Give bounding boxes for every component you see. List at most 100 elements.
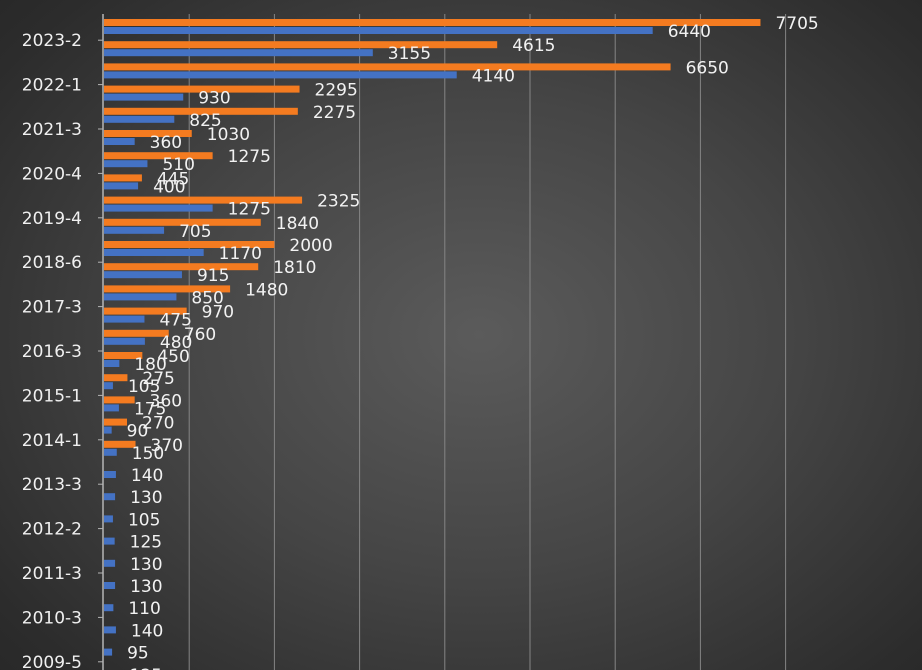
bar-orange	[104, 263, 259, 271]
bar-blue	[104, 426, 112, 434]
bar-blue	[104, 226, 165, 234]
data-label-orange: 7705	[775, 14, 818, 34]
data-label-blue: 400	[153, 177, 185, 197]
category-label: 2021-3	[22, 120, 82, 140]
bar-blue	[104, 271, 182, 279]
bar-blue	[104, 337, 145, 345]
data-label-blue: 90	[127, 422, 149, 442]
bar-blue	[104, 648, 113, 656]
data-label-blue: 150	[132, 444, 164, 464]
bar-orange	[104, 218, 261, 226]
bar-blue	[104, 559, 116, 567]
data-label-orange: 275	[142, 369, 174, 389]
bar-blue	[104, 160, 148, 168]
bar-blue	[104, 382, 113, 390]
data-label-blue: 360	[150, 133, 182, 153]
bar-orange	[104, 130, 192, 137]
bar-orange	[104, 285, 231, 293]
bar-orange	[104, 418, 128, 426]
bar-orange	[104, 19, 761, 26]
bar-blue	[104, 204, 213, 212]
bar-blue	[104, 93, 184, 101]
data-label-blue: 1170	[219, 244, 262, 264]
data-label-orange: 970	[202, 303, 234, 323]
bar-blue	[104, 49, 373, 57]
data-label-blue: 130	[130, 488, 162, 508]
bar-orange	[104, 374, 128, 382]
data-label-blue: 480	[160, 333, 192, 353]
bar-orange	[104, 174, 142, 182]
data-label-blue: 140	[131, 466, 163, 486]
data-label-orange: 270	[142, 414, 174, 434]
category-label: 2016-3	[22, 342, 82, 362]
category-label: 2012-2	[22, 520, 82, 540]
bar-orange	[104, 396, 135, 404]
bar-blue	[104, 360, 120, 367]
bar-blue	[104, 582, 116, 589]
bar-orange	[104, 107, 298, 115]
data-label-blue: 140	[131, 621, 163, 641]
bar-orange	[104, 329, 169, 337]
category-label: 2010-3	[22, 608, 82, 628]
bar-orange	[104, 307, 187, 315]
bar-blue	[104, 315, 145, 323]
bar-blue	[104, 27, 653, 34]
data-label-blue: 930	[198, 89, 230, 109]
bar-orange	[104, 196, 303, 204]
data-label-blue: 850	[191, 288, 223, 308]
bar-blue	[104, 448, 117, 456]
data-label-blue: 105	[128, 510, 160, 530]
data-label-orange: 370	[151, 436, 183, 456]
category-label: 2018-6	[22, 253, 82, 273]
bar-blue	[104, 537, 115, 545]
category-label: 2015-1	[22, 386, 82, 406]
data-label-blue: 705	[179, 222, 211, 242]
category-label: 2023-2	[22, 31, 82, 51]
data-label-orange: 2275	[313, 103, 356, 123]
category-label: 2013-3	[22, 475, 82, 495]
data-label-blue: 105	[128, 377, 160, 397]
bar-blue	[104, 249, 204, 256]
data-label-orange: 760	[184, 325, 216, 345]
data-label-orange: 4615	[512, 36, 555, 56]
data-label-orange: 2325	[317, 192, 360, 212]
data-label-orange: 2000	[289, 236, 332, 256]
data-label-blue: 6440	[668, 22, 711, 42]
data-label-blue: 125	[130, 666, 162, 670]
bar-blue	[104, 626, 116, 634]
category-label: 2020-4	[22, 164, 82, 184]
bar-orange	[104, 41, 498, 49]
bar-orange	[104, 440, 136, 448]
bar-blue	[104, 71, 457, 79]
bar-blue	[104, 471, 116, 478]
data-label-orange: 1030	[207, 125, 250, 145]
category-label: 2011-3	[22, 564, 82, 584]
data-label-orange: 1480	[245, 280, 288, 300]
data-label-blue: 130	[130, 555, 162, 575]
data-label-orange: 6650	[686, 58, 729, 78]
bar-blue	[104, 138, 135, 145]
category-label: 2019-4	[22, 209, 82, 229]
data-label-orange: 1275	[228, 147, 271, 167]
bar-orange	[104, 352, 143, 359]
category-label: 2014-1	[22, 431, 82, 451]
bar-blue	[104, 515, 113, 523]
bar-blue	[104, 604, 114, 612]
data-label-blue: 180	[134, 355, 166, 375]
data-label-orange: 360	[150, 391, 182, 411]
bar-orange	[104, 85, 300, 93]
bar-blue	[104, 404, 119, 412]
data-label-blue: 3155	[388, 44, 431, 64]
bar-orange	[104, 63, 671, 71]
category-label: 2017-3	[22, 298, 82, 318]
category-axis: 2023-2 2022-1 2021-3 2020-4 2019-4 2018-6 2017…	[22, 14, 104, 670]
data-label-blue: 110	[128, 599, 160, 619]
bar-blue	[104, 493, 116, 501]
data-label-blue: 4140	[472, 66, 515, 86]
bars	[104, 19, 761, 656]
data-label-blue: 125	[130, 533, 162, 553]
category-label: 2022-1	[22, 76, 82, 96]
data-label-orange: 445	[157, 169, 189, 189]
gridlines	[188, 14, 787, 670]
